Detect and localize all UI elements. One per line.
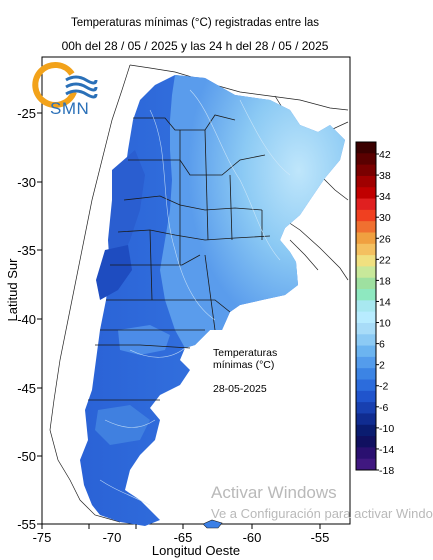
colorbar-label: -14 [379,444,394,456]
colorbar-swatch [356,436,376,448]
argentina-temperature-field [80,75,345,526]
windows-activation-watermark-title: Activar Windows [211,483,337,502]
colorbar-swatch [356,255,376,267]
colorbar-label: -2 [379,381,388,393]
colorbar-label: 34 [379,191,391,203]
y-tick-label: -45 [17,381,36,396]
colorbar-swatch [356,232,376,245]
colorbar-swatch [356,402,376,414]
colorbar-swatch [356,300,376,313]
logo-text: SMN [50,99,90,118]
colorbar-swatch [356,447,376,460]
colorbar-swatch [356,458,376,471]
y-tick-label: -55 [17,517,36,532]
y-tick-label: -50 [17,449,36,464]
x-tick-label: -55 [311,530,330,545]
colorbar-swatch [356,289,376,301]
colorbar-swatch [356,379,376,392]
x-axis-title: Longitud Oeste [152,543,240,558]
colorbar-label: 10 [379,318,391,330]
temperature-colorbar [355,141,379,471]
map-title-line2: 00h del 28 / 05 / 2025 y las 24 h del 28… [61,39,329,53]
colorbar-swatch [356,187,376,200]
annotation-title: Temperaturas mínimas (°C) [213,347,277,371]
x-tick-label: -70 [103,530,122,545]
colorbar-swatch [356,311,376,324]
colorbar-swatch [356,390,376,403]
colorbar-label: 26 [379,233,391,245]
colorbar-swatch [356,368,376,381]
x-tick-label: -75 [33,530,52,545]
colorbar-label: -10 [379,423,394,435]
colorbar-swatch [356,322,376,335]
colorbar-swatch [356,413,376,426]
colorbar-swatch [356,153,376,166]
y-tick-label: -30 [17,175,36,190]
smn-sun-waves-logo-icon [32,62,98,108]
province-borders [88,114,271,401]
colorbar-swatch [356,142,376,154]
colorbar-label: 2 [379,360,385,372]
y-tick-label: -35 [17,243,36,258]
colorbar-swatch [356,221,376,233]
annotation-date: 28-05-2025 [213,383,267,395]
colorbar-swatch [356,266,376,279]
colorbar-label: 18 [379,275,391,287]
colorbar-swatch [356,243,376,256]
colorbar-frame [355,141,377,471]
y-axis-title: Latitud Sur [5,258,20,322]
colorbar-label: -18 [379,465,394,477]
windows-activation-watermark-subtitle: Ve a Configuración para activar Windows. [211,506,433,521]
annotation-line2: mínimas (°C) [213,359,275,371]
colorbar-swatch [356,424,376,437]
x-tick-label: -65 [174,530,193,545]
colorbar-label: -6 [379,402,388,414]
colorbar-swatch [356,164,376,177]
isotherm-lines [99,89,291,506]
colorbar-label: 22 [379,254,391,266]
colorbar-label: 6 [379,339,385,351]
islas-malvinas [202,519,223,529]
colorbar-swatch [356,277,376,290]
annotation-line1: Temperaturas [213,347,278,359]
colorbar-swatch [356,198,376,211]
colorbar-label: 42 [379,149,391,161]
y-tick-label: -25 [17,106,36,121]
colorbar-swatch [356,175,376,188]
colorbar-swatch [356,334,376,347]
x-tick-label: -60 [243,530,262,545]
colorbar-label: 38 [379,170,391,182]
y-tick-label: -40 [17,312,36,327]
colorbar-label: 30 [379,212,391,224]
colorbar-swatch [356,356,376,369]
colorbar-swatch [356,345,376,358]
axis-ticks [37,112,321,529]
colorbar-swatch [356,209,376,222]
map-title-line1: Temperaturas mínimas (°C) registradas en… [70,17,320,29]
colorbar-label: 14 [379,296,391,308]
